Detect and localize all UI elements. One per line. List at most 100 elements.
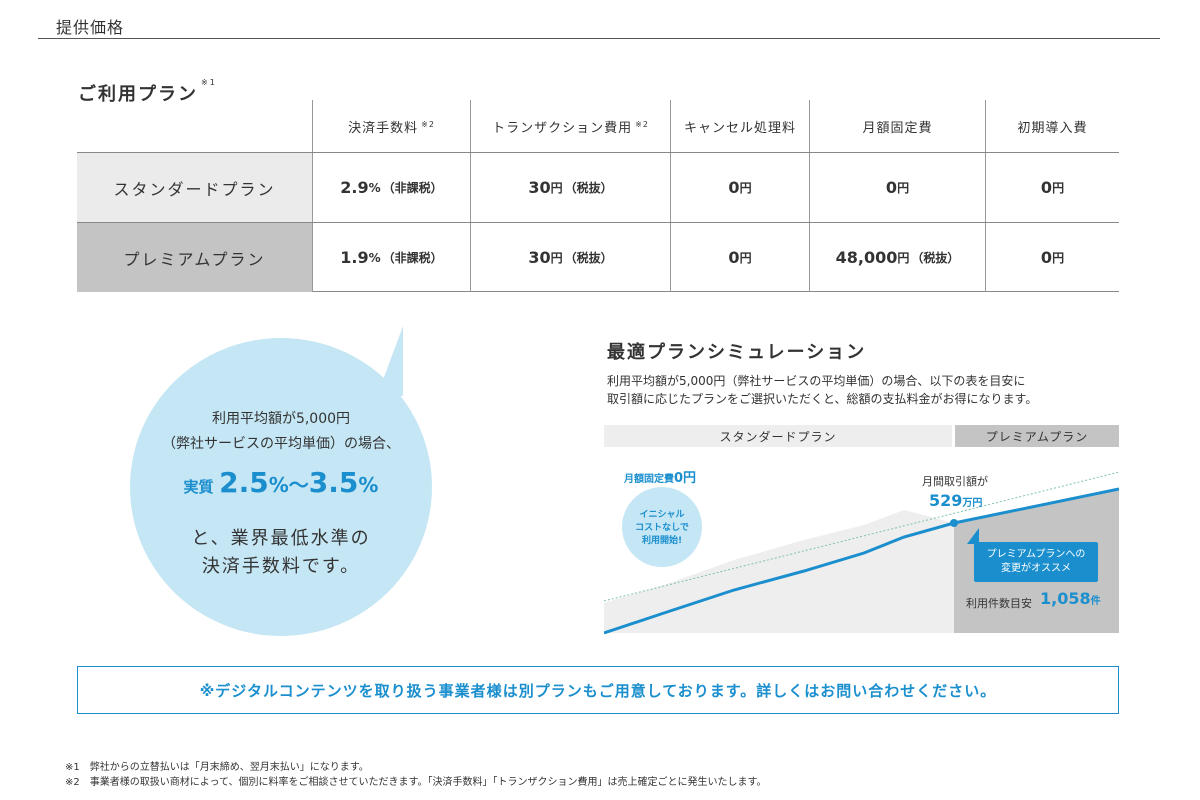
simulation-title: 最適プランシミュレーション (607, 342, 867, 363)
recommend-callout: プレミアムプランへの 変更がオススメ (974, 542, 1098, 582)
bubble-pct-high: % (358, 473, 379, 497)
usage-count-amount: 1,058件 (1040, 589, 1101, 608)
monthly-volume-amount: 529万円 (929, 491, 982, 510)
cell-value: 0 (728, 248, 740, 267)
chart-graphic (604, 447, 1119, 635)
cell-unit: % (368, 250, 381, 265)
cell-value: 0 (885, 178, 898, 197)
cost-line (604, 487, 1119, 635)
digital-content-note: ※デジタルコンテンツを取り扱う事業者様は別プランもご用意しております。詳しくはお… (77, 666, 1119, 714)
bubble-circle: 利用平均額が5,000円 （弊社サービスの平均単価）の場合、 実質 2.5%〜3… (130, 338, 432, 636)
cell-value: 1.9 (340, 248, 369, 267)
cell-tax: （税抜） (911, 251, 960, 265)
initial-cost-badge: イニシャル コストなしで 利用開始! (622, 487, 702, 567)
standard-plan-bar: スタンダードプラン (604, 425, 952, 447)
monthly-volume-unit: 万円 (962, 498, 983, 509)
cell-unit: 円 (897, 251, 910, 265)
premium-plan-bar: プレミアムプラン (955, 425, 1119, 447)
col-header-transaction: トランザクション費用 ※2 (470, 100, 670, 152)
cell-unit: 円 (1052, 181, 1065, 195)
cell-fee: 2.9% （非課税） (312, 153, 470, 222)
cell-value: 30 (528, 248, 551, 267)
cell-tax: （非課税） (382, 181, 443, 195)
recommend-line-2: 変更がオススメ (1001, 563, 1071, 574)
col-header-mark: ※2 (421, 119, 435, 129)
usage-count-unit: 件 (1090, 596, 1101, 607)
standard-area (604, 510, 954, 633)
fixed-fee-value: 0円 (674, 471, 697, 486)
simulation-chart: スタンダードプラン プレミアムプラン 月額固定費0円 イニシャル コストなしで … (604, 425, 1119, 635)
cell-transaction: 30 円（税抜） (470, 223, 670, 292)
cell-value: 0 (1040, 248, 1053, 267)
bubble-pct-low: % (268, 473, 289, 497)
col-header-initial: 初期導入費 (985, 100, 1119, 152)
title-divider (38, 38, 1160, 39)
initial-line-1: イニシャル (639, 510, 685, 520)
col-header-label: 月額固定費 (862, 120, 933, 136)
bubble-rate: 実質 2.5%〜3.5% (130, 466, 432, 499)
bubble-line-1: 利用平均額が5,000円 (211, 411, 351, 427)
bubble-line-5: 決済手数料です。 (201, 556, 361, 577)
fixed-fee-text: 月額固定費 (624, 474, 674, 485)
bubble-low: 2.5 (219, 466, 269, 499)
initial-line-3: 利用開始! (641, 536, 683, 546)
cell-tax: （税抜） (564, 181, 613, 195)
col-header-fee: 決済手数料 ※2 (312, 100, 470, 152)
plans-heading: ご利用プラン※1 (78, 78, 217, 106)
col-header-label: キャンセル処理料 (683, 120, 796, 136)
cell-monthly: 48,000 円（税抜） (809, 223, 985, 292)
col-header-mark: ※2 (635, 119, 649, 129)
footnote-1: ※1 弊社からの立替払いは「月末締め、翌月末払い」になります。 (65, 762, 369, 773)
footnote-2: ※2 事業者様の取扱い商材によって、個別に料率をご相談させていただきます。「決済… (65, 777, 767, 788)
cell-value: 0 (728, 178, 740, 197)
simulation-description-1: 利用平均額が5,000円（弊社サービスの平均単価）の場合、以下の表を目安に (607, 374, 1026, 388)
cell-value: 48,000 (835, 248, 898, 267)
plans-heading-mark: ※1 (201, 78, 217, 87)
dotted-guide (604, 471, 1119, 602)
row-label-premium: プレミアムプラン (77, 223, 312, 292)
cell-tax: （非課税） (382, 251, 443, 265)
monthly-volume-label: 月間取引額が (922, 475, 988, 488)
cell-fee: 1.9% （非課税） (312, 223, 470, 292)
simulation-description-2: 取引額に応じたプランをご選択いただくと、総額の支払料金がお得になります。 (607, 392, 1038, 406)
col-header-cancel: キャンセル処理料 (670, 100, 809, 152)
cell-unit: 円 (550, 251, 563, 265)
bubble-line-4: と、業界最低水準の (191, 528, 371, 549)
cell-unit: 円 (1052, 251, 1065, 265)
fixed-fee-label: 月額固定費0円 (624, 467, 696, 486)
cell-value: 2.9 (340, 178, 369, 197)
cell-tax: （税抜） (564, 251, 613, 265)
cell-value: 30 (528, 178, 551, 197)
cell-unit: 円 (897, 181, 910, 195)
crossover-point (950, 519, 958, 527)
col-header-monthly: 月額固定費 (809, 100, 985, 152)
usage-count-label: 利用件数目安 (966, 597, 1032, 610)
cell-value: 0 (1040, 178, 1053, 197)
bubble-sep: 〜 (288, 473, 309, 497)
row-label-standard: スタンダードプラン (77, 153, 312, 222)
plans-heading-text: ご利用プラン (78, 84, 198, 105)
col-header-label: トランザクション費用 (492, 120, 633, 136)
monthly-volume-value: 529 (929, 491, 963, 510)
cell-unit: 円 (739, 251, 752, 265)
col-header-label: 初期導入費 (1017, 120, 1088, 136)
usage-count-value: 1,058 (1040, 589, 1091, 608)
cell-transaction: 30 円（税抜） (470, 153, 670, 222)
premium-area-top (954, 447, 1119, 523)
bubble-prefix: 実質 (183, 478, 214, 496)
initial-line-2: コストなしで (635, 523, 689, 533)
recommend-line-1: プレミアムプランへの (986, 549, 1086, 560)
col-header-label: 決済手数料 (348, 120, 419, 136)
speech-bubble: 利用平均額が5,000円 （弊社サービスの平均単価）の場合、 実質 2.5%〜3… (130, 326, 435, 638)
bubble-high: 3.5 (308, 466, 359, 499)
recommend-tail (967, 528, 979, 544)
section-title: 提供価格 (56, 18, 125, 37)
pricing-table: 決済手数料 ※2 トランザクション費用 ※2 キャンセル処理料 月額固定費 初期導入… (77, 100, 1119, 292)
